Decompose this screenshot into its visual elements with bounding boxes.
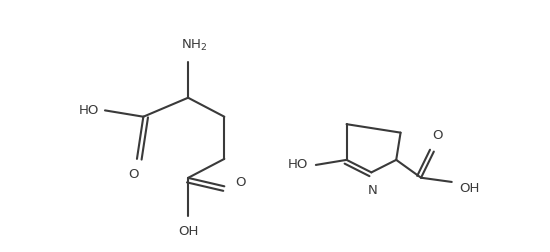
Text: O: O <box>128 168 139 181</box>
Text: N: N <box>367 184 377 197</box>
Text: NH$_2$: NH$_2$ <box>182 38 208 53</box>
Text: O: O <box>432 129 443 142</box>
Text: O: O <box>235 176 246 188</box>
Text: HO: HO <box>288 159 308 171</box>
Text: HO: HO <box>79 104 99 117</box>
Text: OH: OH <box>178 225 199 238</box>
Text: OH: OH <box>459 182 480 195</box>
